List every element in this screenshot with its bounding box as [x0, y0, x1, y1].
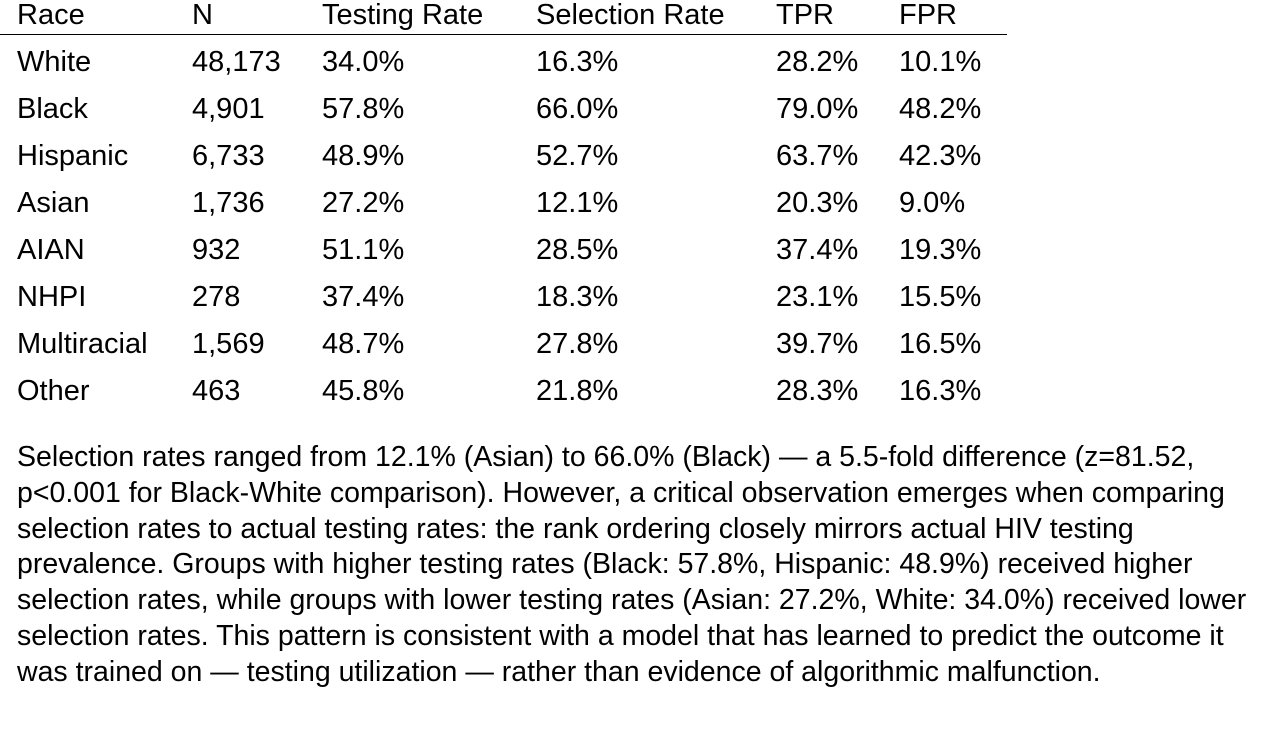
cell-n: 278 [192, 281, 241, 313]
column-header-n: N [192, 0, 322, 35]
cell-race: Other [17, 375, 90, 407]
cell-fpr: 16.5% [899, 328, 982, 360]
cell-race: AIAN [17, 234, 85, 266]
cell-testing-rate: 48.7% [322, 328, 405, 360]
table-row: Other 463 45.8% 21.8% 28.3% 16.3% [0, 368, 1007, 415]
cell-race: NHPI [17, 281, 87, 313]
cell-testing-rate: 57.8% [322, 93, 405, 125]
cell-tpr: 23.1% [776, 281, 859, 313]
cell-selection-rate: 16.3% [536, 46, 619, 78]
cell-testing-rate: 51.1% [322, 234, 405, 266]
cell-race: White [17, 46, 92, 78]
cell-fpr: 16.3% [899, 375, 982, 407]
cell-fpr: 42.3% [899, 140, 982, 172]
cell-n: 932 [192, 234, 241, 266]
cell-testing-rate: 48.9% [322, 140, 405, 172]
cell-tpr: 79.0% [776, 93, 859, 125]
table-body: White 48,173 34.0% 16.3% 28.2% 10.1% Bla… [0, 35, 1007, 416]
cell-tpr: 37.4% [776, 234, 859, 266]
analysis-paragraph: Selection rates ranged from 12.1% (Asian… [17, 441, 1247, 688]
table-row: Multiracial 1,569 48.7% 27.8% 39.7% 16.5… [0, 321, 1007, 368]
cell-selection-rate: 21.8% [536, 375, 619, 407]
cell-fpr: 9.0% [899, 187, 966, 219]
cell-selection-rate: 12.1% [536, 187, 619, 219]
cell-race: Asian [17, 187, 90, 219]
cell-race: Hispanic [17, 140, 129, 172]
column-header-selection-rate: Selection Rate [536, 0, 776, 35]
cell-testing-rate: 45.8% [322, 375, 405, 407]
cell-selection-rate: 52.7% [536, 140, 619, 172]
results-table-container: Race N Testing Rate Selection Rate TPR F… [0, 0, 1007, 415]
cell-fpr: 19.3% [899, 234, 982, 266]
cell-n: 1,736 [192, 187, 265, 219]
header-row: Race N Testing Rate Selection Rate TPR F… [0, 0, 1007, 35]
table-header: Race N Testing Rate Selection Rate TPR F… [0, 0, 1007, 35]
cell-selection-rate: 28.5% [536, 234, 619, 266]
table-row: White 48,173 34.0% 16.3% 28.2% 10.1% [0, 35, 1007, 87]
cell-n: 463 [192, 375, 241, 407]
cell-n: 4,901 [192, 93, 265, 125]
column-header-fpr: FPR [899, 0, 1007, 35]
table-row: Black 4,901 57.8% 66.0% 79.0% 48.2% [0, 86, 1007, 133]
cell-tpr: 63.7% [776, 140, 859, 172]
table-row: AIAN 932 51.1% 28.5% 37.4% 19.3% [0, 227, 1007, 274]
cell-fpr: 48.2% [899, 93, 982, 125]
column-header-tpr: TPR [776, 0, 899, 35]
table-row: Hispanic 6,733 48.9% 52.7% 63.7% 42.3% [0, 133, 1007, 180]
cell-race: Multiracial [17, 328, 148, 360]
cell-tpr: 39.7% [776, 328, 859, 360]
cell-tpr: 28.3% [776, 375, 859, 407]
cell-fpr: 15.5% [899, 281, 982, 313]
column-header-race: Race [0, 0, 192, 35]
cell-n: 1,569 [192, 328, 265, 360]
race-metrics-table: Race N Testing Rate Selection Rate TPR F… [0, 0, 1007, 415]
cell-tpr: 28.2% [776, 46, 859, 78]
table-row: Asian 1,736 27.2% 12.1% 20.3% 9.0% [0, 180, 1007, 227]
cell-fpr: 10.1% [899, 46, 982, 78]
cell-testing-rate: 27.2% [322, 187, 405, 219]
cell-testing-rate: 37.4% [322, 281, 405, 313]
cell-selection-rate: 18.3% [536, 281, 619, 313]
cell-n: 48,173 [192, 46, 281, 78]
cell-testing-rate: 34.0% [322, 46, 405, 78]
column-header-testing-rate: Testing Rate [322, 0, 536, 35]
cell-n: 6,733 [192, 140, 265, 172]
cell-selection-rate: 66.0% [536, 93, 619, 125]
cell-selection-rate: 27.8% [536, 328, 619, 360]
cell-tpr: 20.3% [776, 187, 859, 219]
cell-race: Black [17, 93, 88, 125]
table-row: NHPI 278 37.4% 18.3% 23.1% 15.5% [0, 274, 1007, 321]
